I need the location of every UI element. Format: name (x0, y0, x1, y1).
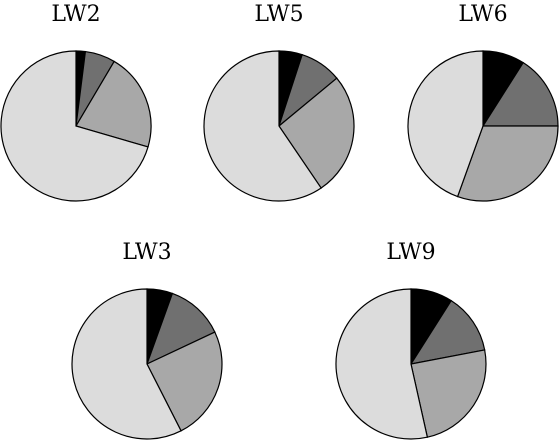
pie-slice-light (203, 50, 322, 202)
pie-lw9: LW9 (335, 240, 487, 440)
pie-title: LW2 (51, 2, 100, 27)
pie-title: LW3 (122, 240, 171, 265)
pie-slice-dark (481, 61, 559, 127)
pie-lw2: LW2 (0, 2, 152, 202)
pie-slice-medium (146, 331, 223, 432)
pie-title: LW5 (254, 2, 303, 27)
pie-slice-medium (75, 60, 152, 148)
pie-slice-dark (409, 299, 486, 365)
pie-slice-light (0, 50, 149, 202)
pie-slice-medium (278, 77, 355, 189)
pie-lw3: LW3 (71, 240, 223, 440)
pie-slice-medium (410, 349, 487, 438)
pie-slice-dark (145, 292, 216, 366)
pie-title: LW9 (386, 240, 435, 265)
pie-slice-light (335, 288, 429, 440)
pie-lw6: LW6 (407, 2, 559, 202)
pie-slice-light (407, 50, 484, 198)
pie-slice-medium (456, 125, 559, 202)
pie-lw5: LW5 (203, 2, 355, 202)
pie-title: LW6 (458, 2, 507, 27)
pie-slice-light (71, 288, 182, 440)
